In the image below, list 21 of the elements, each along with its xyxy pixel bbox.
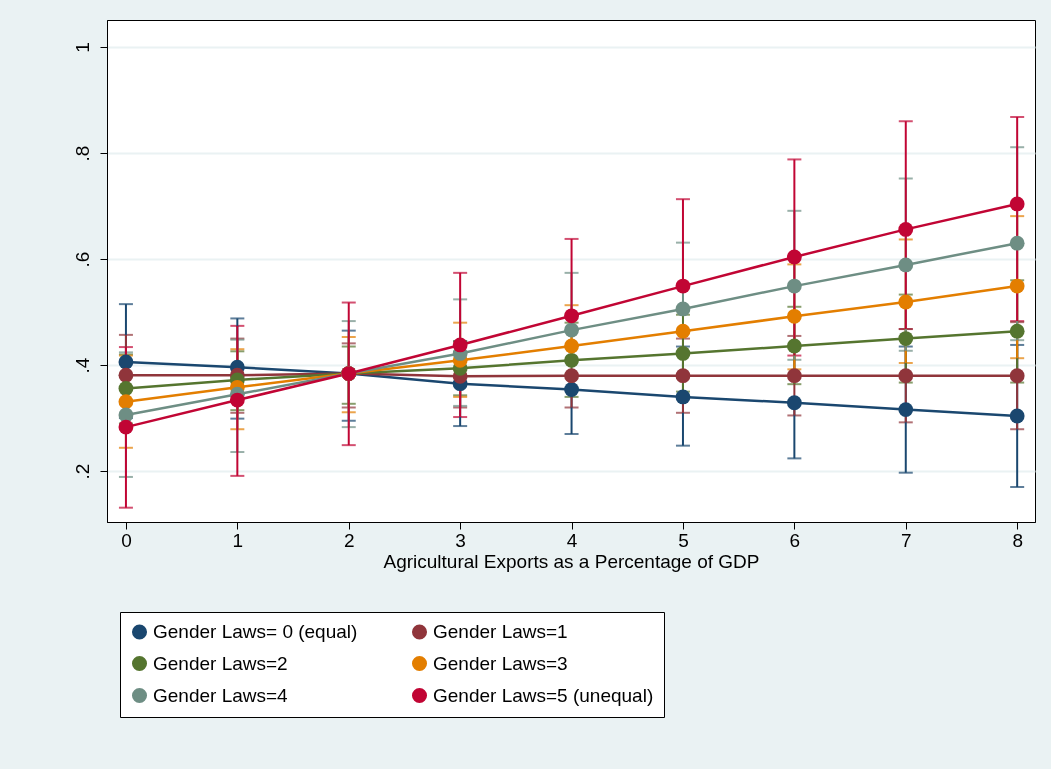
legend-label: Gender Laws= 0 (equal) (153, 620, 358, 642)
x-tick-label: 6 (789, 529, 801, 551)
legend-label: Gender Laws=4 (153, 684, 289, 706)
x-axis-title: Agricultural Exports as a Percentage of GDP (383, 550, 760, 572)
y-tick-label: .2 (71, 463, 93, 480)
x-tick-label: 0 (121, 529, 132, 551)
y-tick-label: .4 (71, 357, 93, 374)
y-tick-label: 1 (71, 42, 93, 53)
x-tick-label: 7 (900, 529, 912, 551)
x-tick-label: 3 (455, 529, 466, 551)
legend-label: Gender Laws=3 (433, 652, 568, 674)
y-tick-label: .6 (71, 251, 93, 268)
legend-label: Gender Laws=2 (153, 652, 288, 674)
legend-label: Gender Laws=1 (433, 620, 568, 642)
x-tick-label: 8 (1012, 529, 1023, 551)
x-tick-label: 4 (566, 529, 578, 551)
x-tick-label: 2 (343, 529, 355, 551)
x-tick-label: 1 (232, 529, 244, 551)
x-tick-label: 5 (678, 529, 689, 551)
y-tick-label: .8 (71, 145, 93, 162)
legend-label: Gender Laws=5 (unequal) (433, 684, 654, 706)
